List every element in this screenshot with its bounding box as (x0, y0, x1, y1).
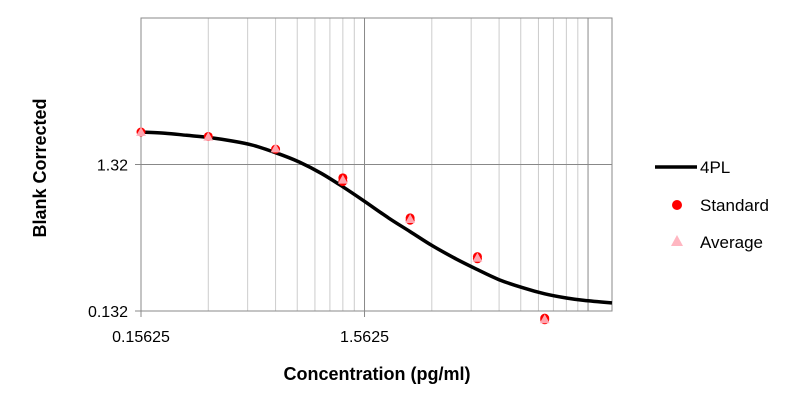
y-tick-label: 1.32 (97, 158, 128, 175)
average-point (472, 252, 483, 262)
gridlines (141, 18, 612, 312)
legend: 4PL Standard Average (655, 158, 769, 252)
average-point (539, 314, 550, 324)
curve-layer (140, 130, 613, 305)
average-point (203, 131, 214, 141)
legend-average-label: Average (700, 233, 763, 252)
legend-average-marker (671, 235, 683, 246)
x-tick-label: 1.5625 (340, 329, 389, 346)
average-point (270, 143, 281, 153)
y-tick-label: 0.132 (88, 304, 128, 321)
average-point (337, 174, 348, 184)
x-axis-title: Concentration (pg/ml) (284, 364, 471, 384)
fit-curve-4pl (140, 130, 613, 305)
legend-standard-marker (672, 200, 682, 210)
legend-standard-label: Standard (700, 196, 769, 215)
x-tick-label: 0.15625 (112, 329, 170, 346)
legend-4pl-label: 4PL (700, 158, 730, 177)
average-point (136, 126, 146, 136)
y-axis-title: Blank Corrected (30, 98, 50, 237)
tick-layer: 0.15625 1.5625 0.132 1.32 (88, 158, 389, 347)
marker-layer (136, 126, 550, 325)
average-point (405, 214, 416, 224)
